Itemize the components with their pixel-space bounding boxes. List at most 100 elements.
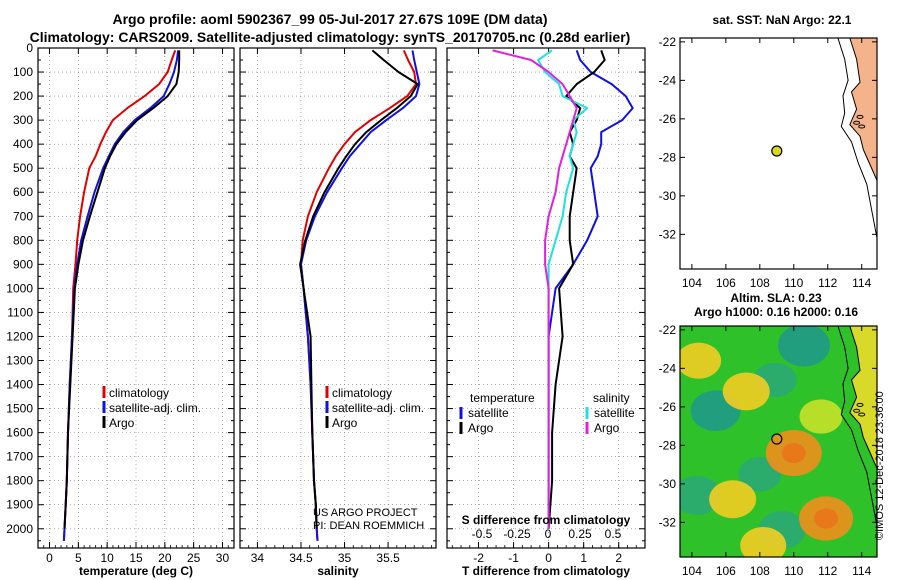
sla_map-island: [853, 408, 861, 413]
sst_map-plot-area: [837, 38, 877, 248]
sst_map-xtick-label: 110: [784, 276, 803, 290]
depth-tick-label: 2000: [6, 522, 33, 536]
difference-xlabel-top: S difference from climatology: [462, 513, 631, 527]
temperature-series-satellite-adj-clim-: [62, 50, 180, 541]
salinity-xlabel: salinity: [317, 564, 359, 578]
sla-blob-high: [740, 526, 787, 557]
salinity-xtick-label: 35.5: [376, 551, 400, 565]
sla_map-ytick-label: -22: [659, 323, 677, 337]
sla_map-xtick-label: 114: [852, 564, 871, 578]
difference-xtick-label: -2: [473, 551, 484, 565]
depth-tick-label: 400: [13, 137, 33, 151]
sla-blob-low: [777, 326, 830, 367]
temperature-series-climatology: [62, 50, 177, 541]
difference-legend-title-s: salinity: [593, 391, 630, 405]
salinity-xtick-label: 35: [338, 551, 352, 565]
salinity-xtick-label: 34.5: [289, 551, 313, 565]
sst_map-island: [858, 124, 866, 129]
depth-tick-label: 1200: [6, 329, 33, 343]
difference-s-tick-label: 0: [545, 527, 552, 541]
sla-blob-high: [799, 399, 843, 434]
depth-tick-label: 200: [13, 89, 33, 103]
sla-blob-core: [814, 508, 839, 529]
sst_map-island: [853, 120, 861, 125]
difference-xlabel: T difference from climatology: [462, 564, 630, 578]
depth-tick-label: 100: [13, 65, 33, 79]
salinity-legend-label: climatology: [332, 386, 392, 400]
salinity-series-climatology: [300, 49, 417, 541]
sla_map-argo-marker: [771, 433, 783, 445]
difference-series-s-argo: [492, 49, 578, 529]
salinity-legend-label: satellite-adj. clim.: [332, 401, 424, 415]
difference-xtick-label: 1: [580, 551, 587, 565]
difference-legend-label: Argo: [468, 421, 494, 435]
difference-legend-label: satellite: [468, 406, 509, 420]
sst_map-ytick-label: -28: [659, 150, 677, 164]
sla_map-island: [856, 402, 864, 407]
temperature-xtick-label: 5: [75, 551, 82, 565]
difference-legend-label: satellite: [594, 406, 635, 420]
sla-map-title: Altim. SLA: 0.23: [730, 291, 822, 305]
sst_map-ytick-label: -22: [659, 35, 677, 49]
figure-title-line1: Argo profile: aoml 5902367_99 05-Jul-201…: [112, 11, 548, 27]
sla-blob-core: [781, 443, 806, 464]
sla-blob-high: [709, 480, 757, 519]
sst_map-ytick-label: -26: [659, 112, 677, 126]
sla_map-frame: [679, 325, 878, 558]
sst_map-shelf-contour: [837, 38, 877, 248]
depth-tick-label: 1000: [6, 281, 33, 295]
difference-frame: [446, 47, 646, 549]
depth-tick-label: 300: [13, 113, 33, 127]
sst-map-title: sat. SST: NaN Argo: 22.1: [713, 13, 852, 27]
sla_map-island: [858, 412, 866, 417]
difference-xtick-label: 0: [545, 551, 552, 565]
depth-tick-label: 1500: [6, 402, 33, 416]
sst_map-argo-marker: [771, 145, 783, 157]
depth-tick-label: 600: [13, 185, 33, 199]
sla-blob-high: [680, 342, 722, 379]
sst_map-ytick-label: -24: [659, 73, 677, 87]
sst_map-xtick-label: 108: [750, 276, 770, 290]
temperature-xtick-label: 15: [129, 551, 143, 565]
sst_map-ytick-label: -30: [659, 189, 677, 203]
sla_map-xtick-label: 110: [784, 564, 803, 578]
sst_map-xtick-label: 114: [852, 276, 871, 290]
depth-tick-label: 500: [13, 161, 33, 175]
temperature-xtick-label: 0: [46, 551, 53, 565]
sla-blob-high: [722, 372, 770, 411]
sla_map-ytick-label: -24: [659, 361, 677, 375]
difference-series-t-argo: [547, 50, 606, 529]
depth-tick-label: 1600: [6, 426, 33, 440]
sla-map-subtitle: Argo h1000: 0.16 h2000: 0.16: [694, 305, 858, 319]
depth-tick-label: 1800: [6, 474, 33, 488]
depth-tick-label: 1400: [6, 378, 33, 392]
sst_map-land: [849, 38, 877, 184]
imos-timestamp: ©IMOS 12-Dec-2018 23:36:00: [874, 391, 886, 540]
temperature-legend-label: climatology: [109, 386, 169, 400]
difference-legend-label: Argo: [594, 421, 620, 435]
difference-legend-title-t: temperature: [470, 391, 535, 405]
difference-s-tick-label: 0.5: [605, 527, 622, 541]
depth-tick-label: 0: [26, 41, 33, 55]
salinity-frame: [239, 47, 437, 549]
salinity-annotation: US ARGO PROJECT: [313, 507, 418, 519]
sla_map-xtick-label: 108: [750, 564, 770, 578]
sla_map-ytick-label: -32: [659, 515, 677, 529]
difference-series-s-satellite: [537, 49, 589, 529]
difference-s-tick-label: -0.5: [472, 527, 493, 541]
difference-s-tick-label: -0.25: [503, 527, 531, 541]
temperature-xlabel: temperature (deg C): [79, 564, 193, 578]
difference-xtick-label: -1: [508, 551, 519, 565]
depth-tick-label: 1100: [7, 305, 33, 319]
sla_map-land: [849, 326, 877, 472]
sst_map-frame: [679, 37, 878, 270]
depth-tick-label: 700: [13, 209, 33, 223]
sla_map-ytick-label: -30: [659, 477, 677, 491]
sla_map-ytick-label: -28: [659, 438, 677, 452]
sla_map-xtick-label: 104: [682, 564, 702, 578]
difference-series-t-satellite: [547, 50, 634, 529]
temperature-xtick-label: 20: [158, 551, 172, 565]
temperature-series-argo: [63, 50, 181, 529]
salinity-legend-label: Argo: [332, 416, 358, 430]
